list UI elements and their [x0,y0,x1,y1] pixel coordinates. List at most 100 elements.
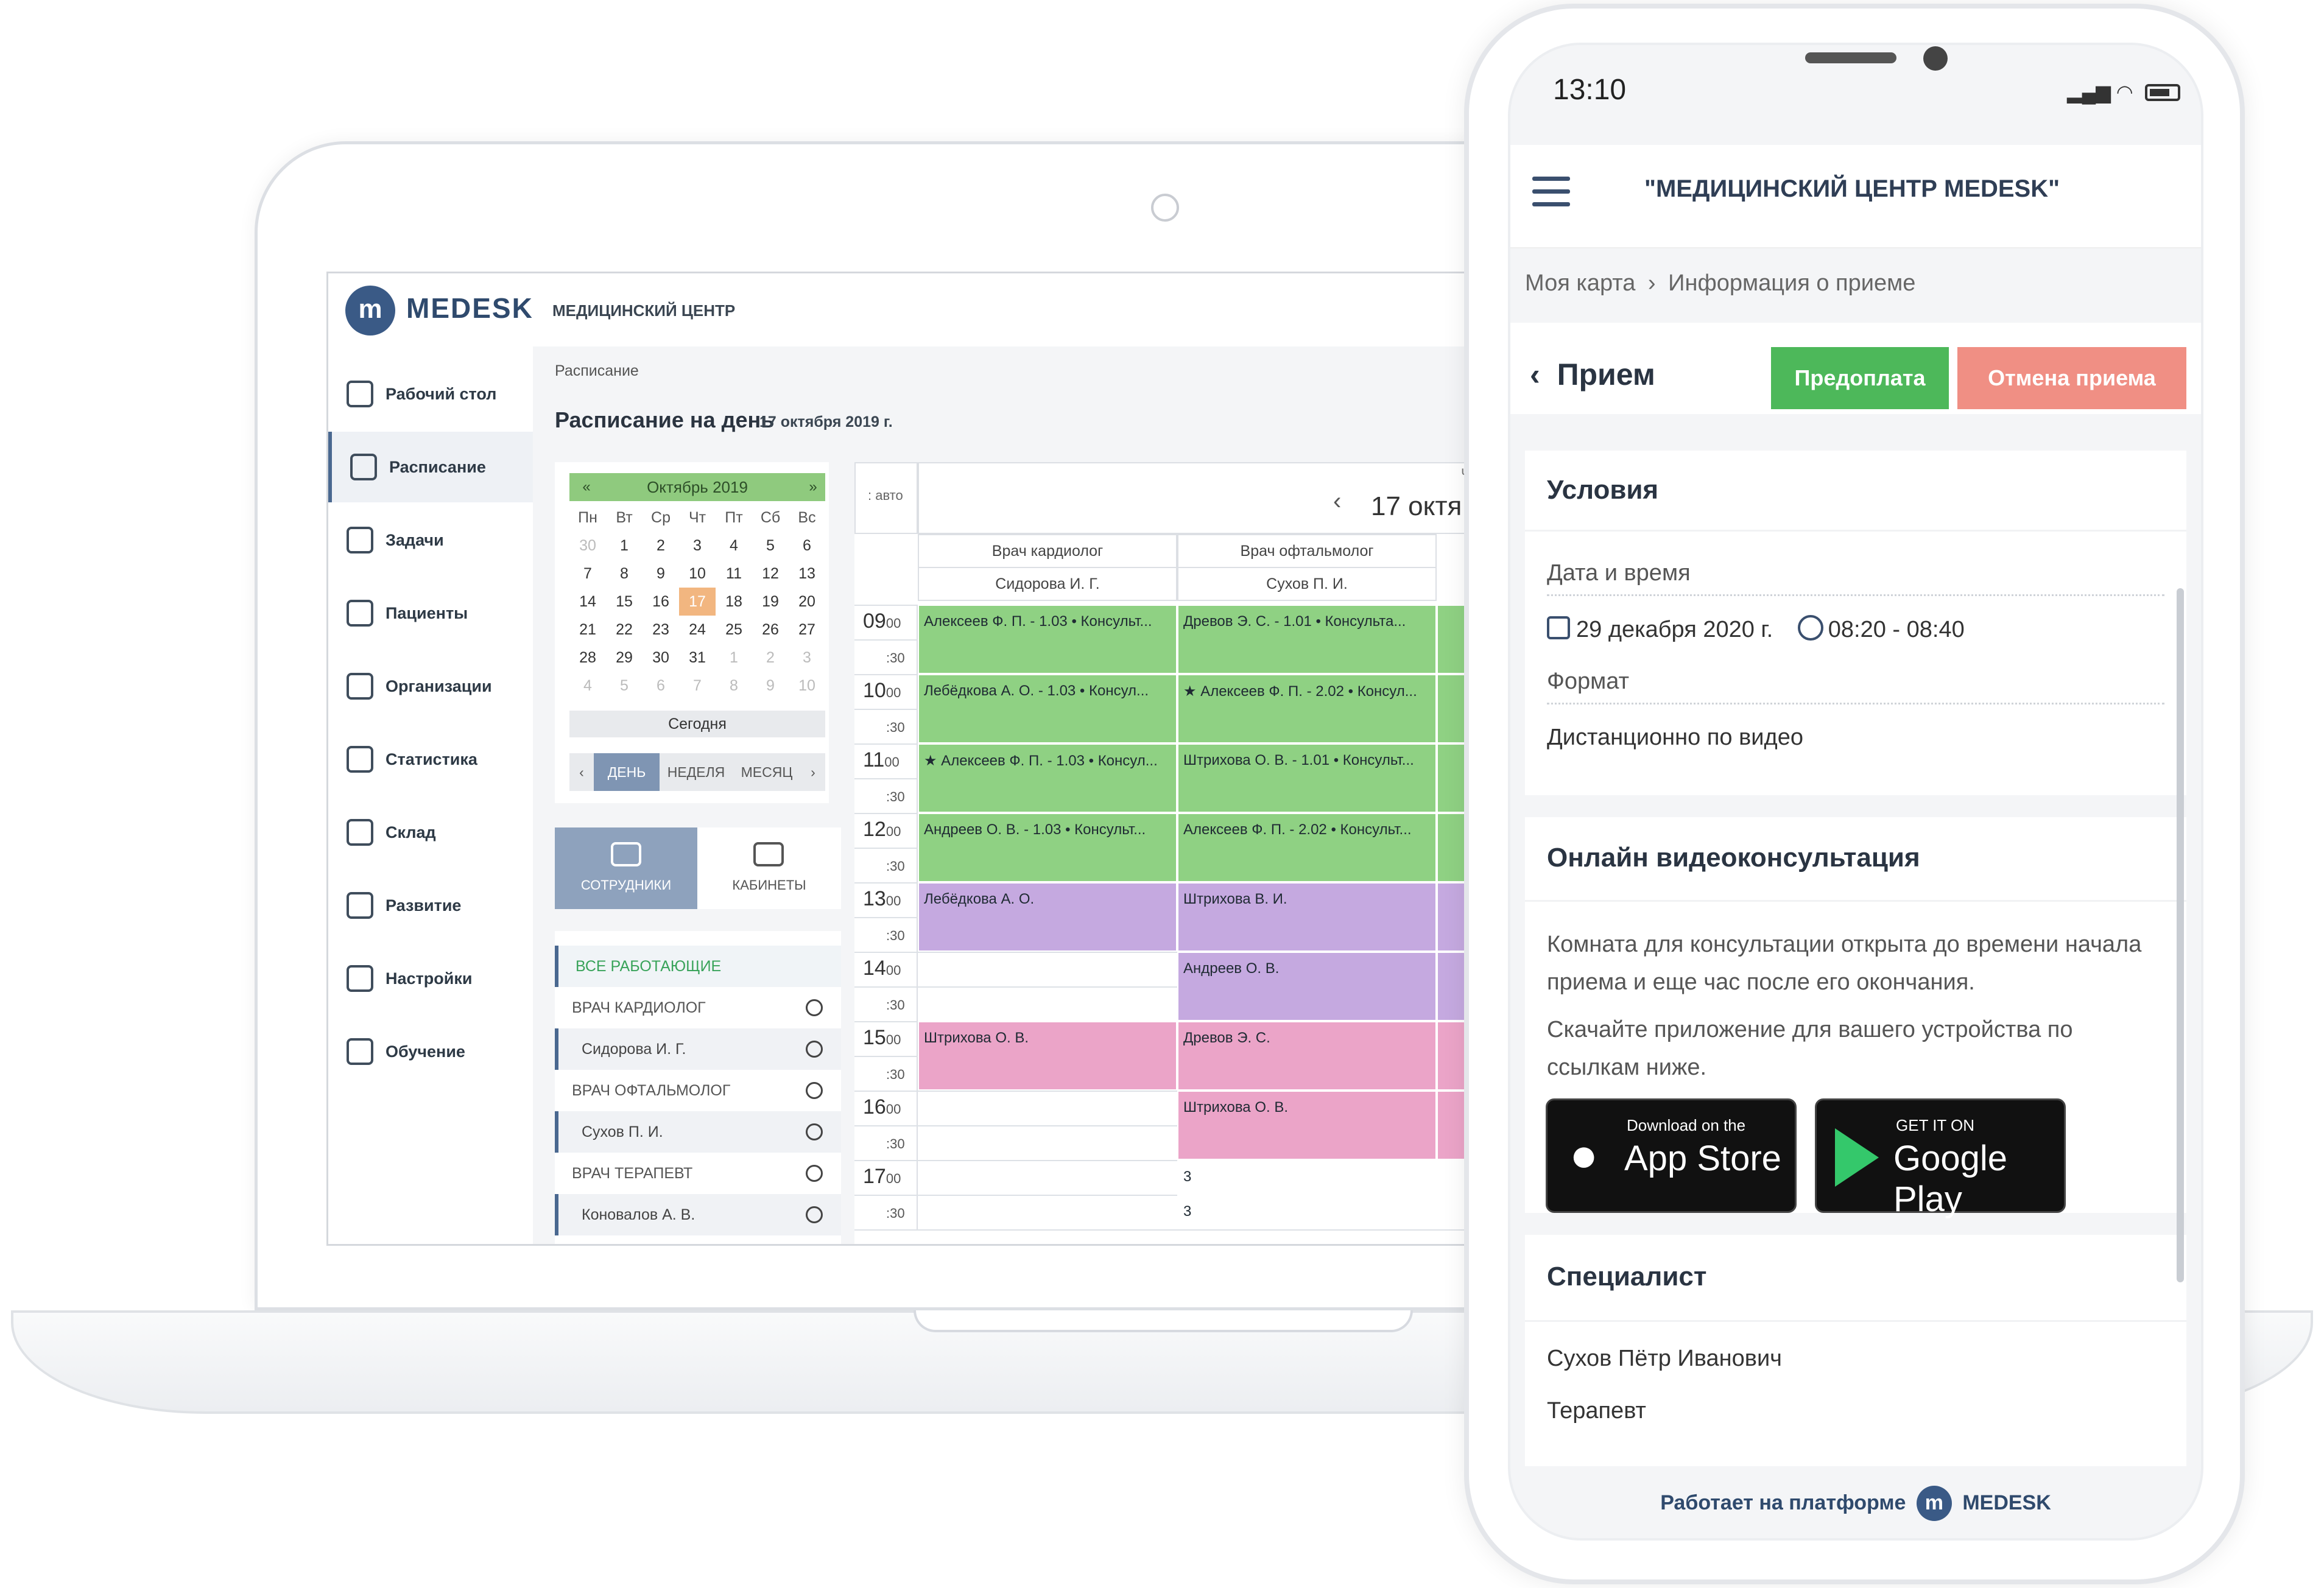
view-week-button[interactable]: НЕДЕЛЯ [667,764,725,780]
cancel-appointment-button[interactable]: Отмена приема [1957,347,2186,409]
column-doctor[interactable]: Сухов П. И. [1177,567,1437,601]
appointment[interactable]: ★ Алексеев Ф. П. - 2.02 • Консул... [1177,674,1437,743]
tab-staff[interactable]: СОТРУДНИКИ [555,827,697,909]
calendar-next-button[interactable]: » [809,479,817,495]
appointment[interactable]: Древов Э. С. [1177,1021,1437,1091]
sidebar-item-6[interactable]: Склад [328,797,533,868]
calendar-day[interactable]: 10 [689,565,706,582]
calendar-day[interactable]: 7 [693,677,702,694]
calendar-day[interactable]: 27 [798,621,815,638]
app-store-button[interactable]: ● Download on the App Store [1546,1098,1797,1213]
sidebar-item-0[interactable]: Рабочий стол [328,359,533,429]
sidebar-item-7[interactable]: Развитие [328,870,533,941]
calendar-prev-button[interactable]: « [582,479,591,495]
appointment[interactable]: Лебёдкова А. О. [918,882,1177,952]
calendar-day[interactable]: 2 [657,537,665,554]
staff-item[interactable]: ВСЕ РАБОТАЮЩИЕ [555,946,841,987]
calendar-day[interactable]: 28 [579,649,596,666]
calendar-day[interactable]: 20 [798,593,815,610]
radio-icon[interactable] [806,1082,823,1099]
radio-icon[interactable] [806,999,823,1016]
calendar-day[interactable]: 13 [798,565,815,582]
calendar-day[interactable]: 17 [679,588,716,616]
calendar-day[interactable]: 18 [725,593,742,610]
calendar-day[interactable]: 2 [766,649,775,666]
calendar-day[interactable]: 8 [730,677,738,694]
appointment[interactable]: Алексеев Ф. П. - 1.03 • Консульт... [918,605,1177,674]
calendar-day[interactable]: 31 [689,649,706,666]
sidebar-item-9[interactable]: Обучение [328,1016,533,1087]
sidebar-item-5[interactable]: Статистика [328,724,533,795]
breadcrumb-root[interactable]: Моя карта [1525,270,1636,296]
calendar-day[interactable]: 8 [620,565,629,582]
check-circle-icon[interactable] [806,1206,823,1223]
calendar-day[interactable]: 16 [652,593,669,610]
breadcrumb[interactable]: Расписание [555,362,639,379]
chevron-left-icon[interactable]: ‹ [1333,488,1342,515]
appointment[interactable]: Андреев О. В. - 1.03 • Консульт... [918,813,1177,882]
calendar-day[interactable]: 12 [762,565,779,582]
staff-item[interactable]: Сухов П. И. [555,1111,841,1153]
calendar-day[interactable]: 9 [766,677,775,694]
view-day-button[interactable]: ДЕНЬ [594,753,660,791]
calendar-day[interactable]: 6 [657,677,665,694]
appointment[interactable]: Штрихова О. В. [1177,1091,1437,1160]
sidebar-item-2[interactable]: Задачи [328,505,533,575]
appointment[interactable]: Лебёдкова А. О. - 1.03 • Консул... [918,674,1177,743]
calendar-day[interactable]: 5 [766,537,775,554]
view-month-button[interactable]: МЕСЯЦ [741,764,793,780]
staff-item[interactable]: ВРАЧ ОФТАЛЬМОЛОГ [555,1070,841,1111]
staff-item[interactable]: Коновалов А. В. [555,1194,841,1235]
calendar-day[interactable]: 19 [762,593,779,610]
staff-item[interactable]: ВРАЧ КАРДИОЛОГ [555,987,841,1028]
check-circle-icon[interactable] [806,1123,823,1140]
appointment[interactable]: Штрихова В. И. [1177,882,1437,952]
appointment[interactable]: Алексеев Ф. П. - 2.02 • Консульт... [1177,813,1437,882]
appointment[interactable]: 3 [1177,1195,1437,1229]
appointment[interactable]: 3 [1177,1160,1437,1195]
sidebar-item-8[interactable]: Настройки [328,943,533,1014]
auto-cell[interactable]: : авто [854,462,918,534]
calendar-day[interactable]: 4 [583,677,592,694]
calendar-day[interactable]: 30 [579,537,596,554]
staff-item[interactable]: Сидорова И. Г. [555,1028,841,1070]
sidebar-item-4[interactable]: Организации [328,651,533,722]
back-button[interactable]: ‹ Прием [1530,357,1655,392]
prepay-button[interactable]: Предоплата [1771,347,1949,409]
radio-icon[interactable] [806,1165,823,1182]
calendar-day[interactable]: 14 [579,593,596,610]
calendar-day[interactable]: 1 [730,649,738,666]
chevron-left-icon[interactable]: ‹ [579,764,584,780]
chevron-right-icon[interactable]: › [811,764,815,780]
calendar-day[interactable]: 10 [798,677,815,694]
calendar-day[interactable]: 24 [689,621,706,638]
today-button[interactable]: Сегодня [569,711,825,737]
calendar-day[interactable]: 22 [616,621,633,638]
menu-icon[interactable] [1532,177,1570,207]
sidebar-item-3[interactable]: Пациенты [328,578,533,648]
calendar-day[interactable]: 3 [803,649,811,666]
check-circle-icon[interactable] [806,1041,823,1058]
calendar-day[interactable]: 6 [803,537,811,554]
calendar-day[interactable]: 5 [620,677,629,694]
sidebar-item-1[interactable]: Расписание [328,432,533,502]
calendar-day[interactable]: 25 [725,621,742,638]
calendar-day[interactable]: 15 [616,593,633,610]
calendar-day[interactable]: 21 [579,621,596,638]
google-play-button[interactable]: GET IT ON Google Play [1815,1098,2066,1219]
appointment[interactable]: ★ Алексеев Ф. П. - 1.03 • Консул... [918,743,1177,813]
calendar-day[interactable]: 9 [657,565,665,582]
staff-item[interactable]: ВРАЧ ТЕРАПЕВТ [555,1153,841,1194]
scrollbar[interactable] [2177,588,2184,1282]
calendar-day[interactable]: 29 [616,649,633,666]
calendar-day[interactable]: 4 [730,537,738,554]
tab-rooms[interactable]: КАБИНЕТЫ [697,827,841,909]
calendar-day[interactable]: 3 [693,537,702,554]
appointment[interactable]: Андреев О. В. [1177,952,1437,1021]
appointment[interactable]: Штрихова О. В. - 1.01 • Консульт... [1177,743,1437,813]
calendar-day[interactable]: 1 [620,537,629,554]
calendar-day[interactable]: 26 [762,621,779,638]
calendar-day[interactable]: 7 [583,565,592,582]
appointment[interactable]: Штрихова О. В. [918,1021,1177,1091]
calendar-day[interactable]: 11 [726,565,742,582]
